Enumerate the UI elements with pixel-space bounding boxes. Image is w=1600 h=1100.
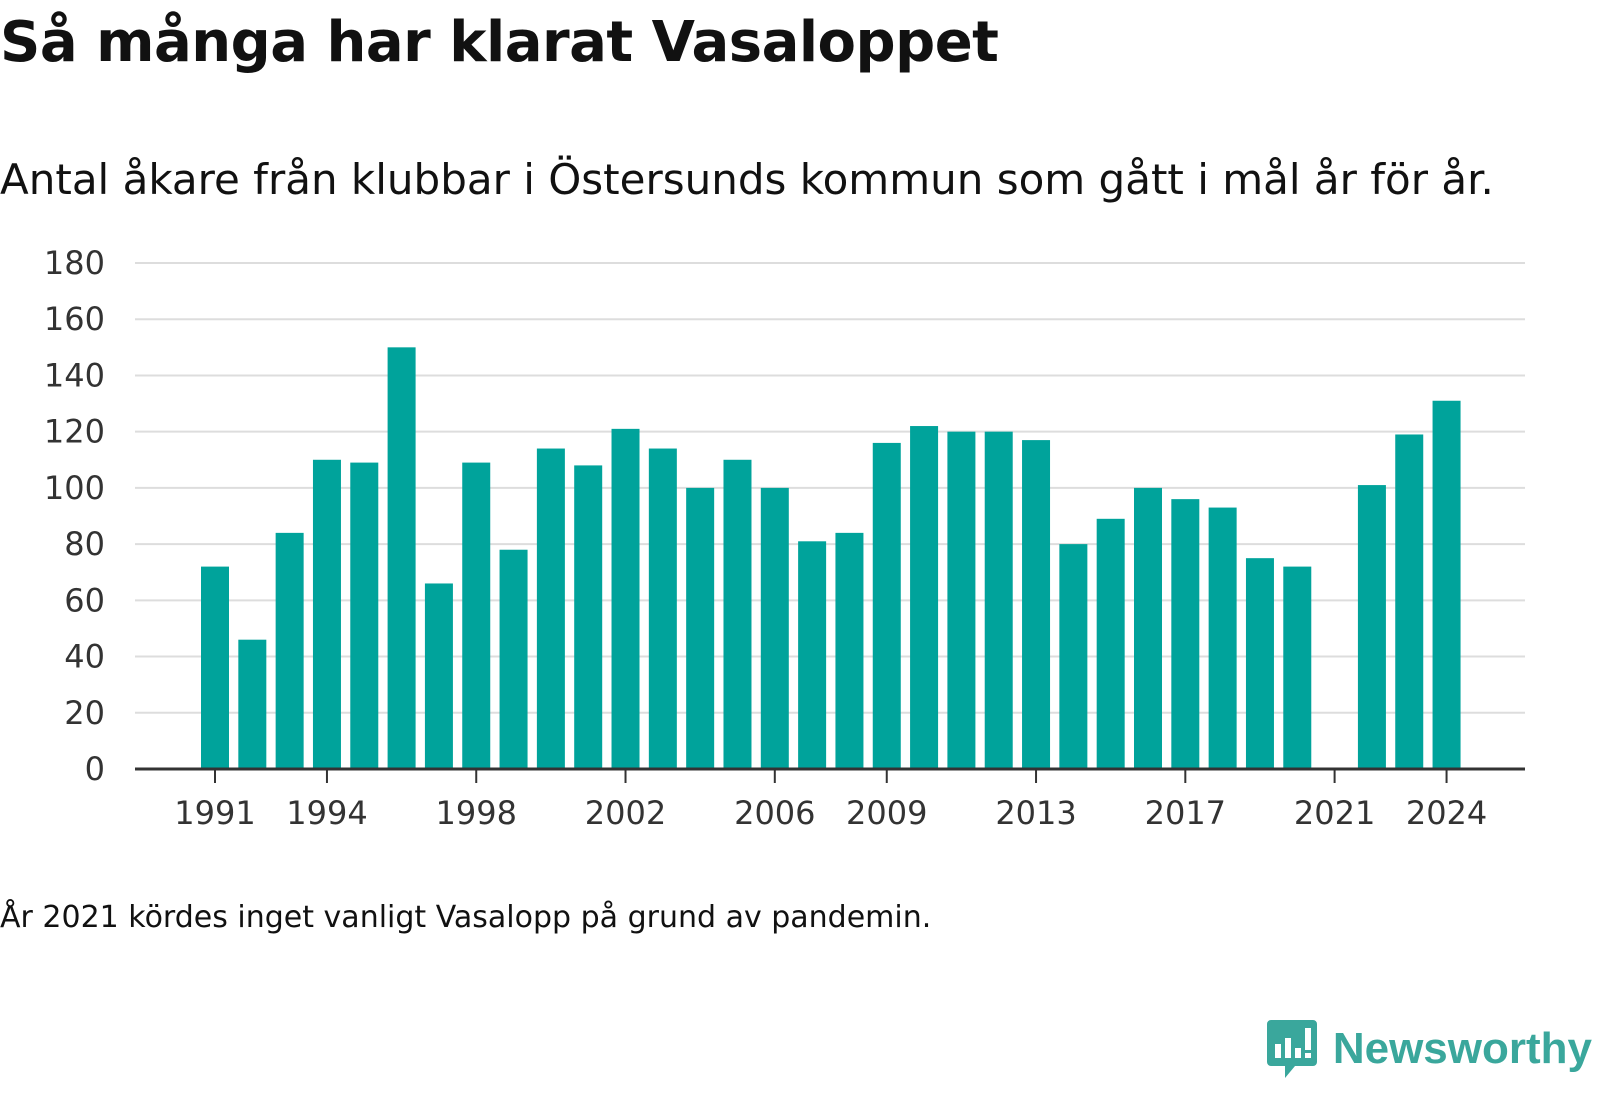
bar-1997 bbox=[424, 583, 453, 769]
y-tick-label: 160 bbox=[44, 300, 105, 338]
gridlines bbox=[135, 262, 1525, 714]
x-tick-label: 2021 bbox=[1294, 794, 1375, 832]
bar-2017 bbox=[1171, 499, 1200, 769]
brand-logo[interactable]: Newsworthy bbox=[1265, 1018, 1592, 1080]
bar-2012 bbox=[984, 431, 1013, 769]
y-tick-label: 60 bbox=[64, 581, 105, 619]
bar-2010 bbox=[910, 426, 939, 769]
bar-2009 bbox=[872, 442, 901, 769]
bar-2018 bbox=[1208, 507, 1237, 769]
bar-2024 bbox=[1432, 400, 1461, 769]
bar-1992 bbox=[238, 639, 267, 769]
x-tick-label: 2017 bbox=[1145, 794, 1226, 832]
footnote: År 2021 kördes inget vanligt Vasalopp på… bbox=[0, 900, 932, 935]
y-tick-label: 80 bbox=[64, 525, 105, 563]
bar-chart: 0 20 40 60 80 100 120 140 160 180 1991 1994 1998 200… bbox=[44, 244, 1525, 832]
bar-2020 bbox=[1283, 566, 1312, 769]
chart-subtitle: Antal åkare från klubbar i Östersunds ko… bbox=[0, 155, 1494, 204]
bar-2014 bbox=[1059, 544, 1088, 769]
bar-1994 bbox=[312, 459, 341, 769]
chart-title: Så många har klarat Vasaloppet bbox=[0, 10, 999, 75]
x-tick-label: 1998 bbox=[436, 794, 517, 832]
y-tick-label: 180 bbox=[44, 244, 105, 282]
bar-2016 bbox=[1134, 487, 1162, 769]
y-tick-label: 20 bbox=[64, 694, 105, 732]
bar-1993 bbox=[275, 532, 304, 769]
x-tick-label: 2024 bbox=[1406, 794, 1487, 832]
bar-1995 bbox=[350, 462, 379, 769]
bar-2011 bbox=[947, 431, 976, 769]
y-tick-label: 100 bbox=[44, 469, 105, 507]
bar-2022 bbox=[1357, 485, 1386, 769]
y-tick-label: 0 bbox=[85, 750, 105, 788]
bars bbox=[201, 347, 1461, 769]
bar-2006 bbox=[760, 487, 789, 769]
x-tick-label: 1994 bbox=[286, 794, 367, 832]
bar-1991 bbox=[201, 566, 229, 769]
bar-2001 bbox=[574, 465, 603, 769]
x-axis-ticks: 1991 1994 1998 2002 2006 2009 2013 2017 2021 2024 bbox=[174, 769, 1487, 832]
x-tick-label: 2002 bbox=[585, 794, 666, 832]
bar-2007 bbox=[798, 541, 827, 769]
y-tick-label: 140 bbox=[44, 356, 105, 394]
bar-2013 bbox=[1022, 440, 1051, 769]
bar-1996 bbox=[387, 347, 416, 769]
bar-2005 bbox=[723, 459, 752, 769]
bar-2002 bbox=[611, 428, 640, 769]
brand-name: Newsworthy bbox=[1332, 1024, 1592, 1073]
y-tick-label: 40 bbox=[64, 638, 105, 676]
bar-1998 bbox=[462, 462, 491, 769]
bar-2004 bbox=[686, 487, 715, 769]
x-tick-label: 2009 bbox=[846, 794, 927, 832]
y-axis-ticks: 0 20 40 60 80 100 120 140 160 180 bbox=[44, 244, 105, 788]
x-tick-label: 2013 bbox=[995, 794, 1076, 832]
bar-2003 bbox=[648, 448, 677, 769]
bar-2000 bbox=[536, 448, 565, 769]
y-tick-label: 120 bbox=[44, 413, 105, 451]
x-tick-label: 1991 bbox=[174, 794, 255, 832]
bar-2008 bbox=[835, 532, 864, 769]
bar-2023 bbox=[1395, 434, 1424, 769]
bar-2015 bbox=[1096, 518, 1125, 769]
newsworthy-logo-icon bbox=[1266, 1020, 1317, 1078]
bar-2019 bbox=[1245, 558, 1274, 769]
x-tick-label: 2006 bbox=[734, 794, 815, 832]
bar-1999 bbox=[499, 549, 528, 769]
